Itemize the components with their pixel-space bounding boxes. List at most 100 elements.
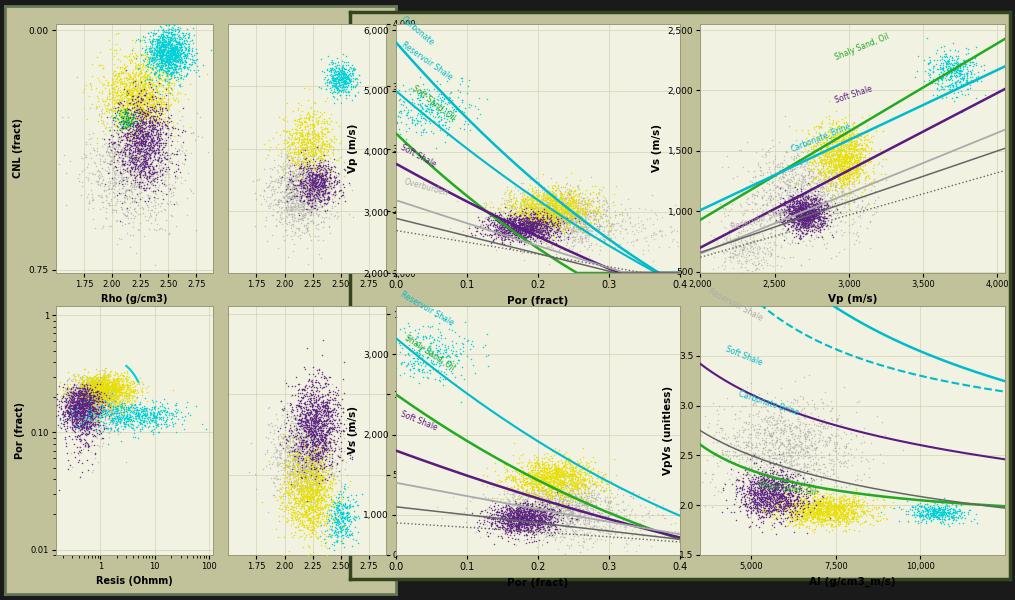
- Point: [324, 460, 340, 469]
- Point: [160, 46, 177, 56]
- Point: [514, 219, 530, 229]
- Point: [836, 441, 853, 451]
- Point: [730, 227, 746, 236]
- Point: [164, 48, 181, 58]
- Point: [144, 76, 160, 85]
- Point: [838, 163, 855, 172]
- Point: [782, 492, 798, 502]
- Point: [70, 385, 86, 395]
- Point: [65, 401, 81, 410]
- Point: [279, 208, 295, 217]
- Point: [317, 463, 333, 473]
- Point: [313, 505, 329, 515]
- Point: [275, 115, 291, 124]
- Point: [534, 514, 550, 524]
- Point: [171, 31, 187, 40]
- Point: [296, 151, 313, 161]
- Point: [94, 78, 111, 88]
- Point: [298, 177, 315, 187]
- Point: [114, 176, 130, 186]
- Point: [564, 199, 581, 208]
- Point: [87, 419, 104, 429]
- Point: [523, 212, 539, 221]
- Point: [146, 200, 162, 209]
- Point: [117, 106, 133, 115]
- Point: [519, 203, 535, 212]
- Point: [560, 511, 577, 521]
- Point: [337, 518, 353, 527]
- Point: [822, 422, 838, 432]
- Point: [753, 170, 769, 179]
- Point: [783, 462, 799, 472]
- Point: [955, 74, 971, 84]
- Point: [803, 191, 819, 200]
- Point: [833, 127, 850, 136]
- Point: [825, 170, 841, 179]
- Point: [298, 431, 315, 440]
- Point: [517, 230, 533, 239]
- Point: [819, 500, 835, 509]
- Point: [797, 212, 813, 222]
- Point: [728, 436, 744, 445]
- Point: [158, 416, 175, 425]
- Point: [88, 432, 105, 442]
- Point: [324, 483, 340, 493]
- Point: [612, 517, 628, 526]
- Point: [74, 390, 90, 400]
- Point: [548, 239, 564, 248]
- Point: [125, 420, 141, 430]
- Point: [848, 157, 864, 167]
- Point: [110, 430, 126, 439]
- Point: [75, 380, 91, 390]
- Point: [121, 372, 137, 382]
- Point: [536, 453, 552, 463]
- Point: [83, 377, 99, 386]
- Point: [144, 107, 160, 117]
- Point: [158, 63, 175, 73]
- Point: [73, 403, 89, 412]
- Point: [136, 104, 152, 114]
- Point: [513, 200, 529, 209]
- Point: [297, 473, 314, 483]
- Point: [315, 139, 331, 148]
- Point: [103, 134, 119, 144]
- Point: [302, 513, 319, 523]
- Point: [805, 202, 821, 212]
- Point: [428, 349, 445, 359]
- Point: [295, 171, 312, 181]
- Point: [546, 477, 562, 487]
- Point: [154, 134, 171, 143]
- Point: [167, 94, 184, 103]
- Point: [84, 383, 100, 392]
- Point: [731, 487, 747, 496]
- Point: [517, 506, 533, 515]
- Point: [124, 412, 140, 421]
- Point: [589, 225, 605, 235]
- Point: [793, 203, 809, 213]
- Point: [573, 238, 590, 247]
- Point: [311, 185, 327, 195]
- Point: [342, 83, 358, 92]
- Point: [292, 496, 309, 505]
- Point: [295, 200, 312, 209]
- Point: [309, 167, 325, 176]
- Point: [752, 471, 768, 481]
- Point: [313, 520, 329, 529]
- Point: [517, 497, 533, 506]
- Point: [321, 466, 337, 475]
- Point: [132, 76, 148, 85]
- Point: [71, 373, 87, 383]
- Point: [827, 500, 843, 509]
- Point: [767, 161, 784, 171]
- Point: [85, 398, 102, 408]
- Point: [178, 71, 194, 80]
- Point: [553, 487, 569, 497]
- Point: [410, 100, 426, 109]
- Point: [581, 512, 597, 521]
- Point: [638, 233, 655, 242]
- Point: [312, 203, 328, 212]
- Point: [706, 253, 723, 262]
- Point: [549, 203, 565, 212]
- Point: [510, 509, 526, 519]
- Point: [859, 155, 875, 164]
